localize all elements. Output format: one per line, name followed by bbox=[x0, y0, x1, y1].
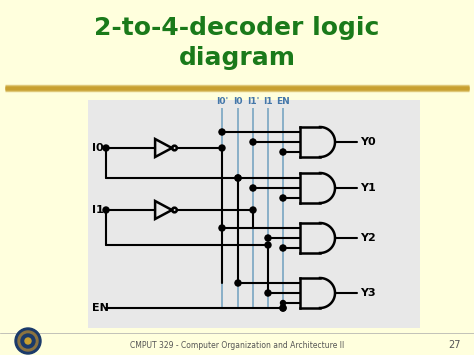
Text: CMPUT 329 - Computer Organization and Architecture II: CMPUT 329 - Computer Organization and Ar… bbox=[130, 340, 344, 350]
Circle shape bbox=[236, 175, 240, 180]
Circle shape bbox=[265, 235, 271, 241]
Circle shape bbox=[219, 129, 225, 135]
Circle shape bbox=[25, 338, 31, 344]
Circle shape bbox=[250, 185, 256, 191]
Circle shape bbox=[18, 331, 38, 351]
Circle shape bbox=[219, 145, 225, 151]
Bar bbox=[88, 100, 420, 328]
Text: Y2: Y2 bbox=[360, 233, 376, 243]
Circle shape bbox=[250, 140, 255, 144]
Circle shape bbox=[103, 145, 109, 151]
Text: I1: I1 bbox=[263, 97, 273, 106]
Circle shape bbox=[280, 195, 286, 201]
Circle shape bbox=[235, 175, 241, 181]
Circle shape bbox=[265, 290, 271, 295]
Circle shape bbox=[219, 130, 225, 135]
Circle shape bbox=[235, 280, 241, 286]
Text: EN: EN bbox=[92, 303, 109, 313]
Circle shape bbox=[15, 328, 41, 354]
Text: 27: 27 bbox=[449, 340, 461, 350]
Circle shape bbox=[280, 305, 286, 311]
Circle shape bbox=[280, 149, 286, 155]
Circle shape bbox=[281, 300, 285, 306]
Circle shape bbox=[281, 149, 285, 154]
Circle shape bbox=[236, 280, 240, 285]
Circle shape bbox=[265, 235, 271, 240]
Text: Y1: Y1 bbox=[360, 183, 376, 193]
Text: I0: I0 bbox=[92, 143, 104, 153]
Text: 2-to-4-decoder logic: 2-to-4-decoder logic bbox=[94, 16, 380, 40]
Circle shape bbox=[281, 246, 285, 251]
Text: EN: EN bbox=[276, 97, 290, 106]
Text: Y3: Y3 bbox=[360, 288, 375, 298]
Circle shape bbox=[250, 139, 256, 145]
Text: I0: I0 bbox=[233, 97, 243, 106]
Circle shape bbox=[280, 245, 286, 251]
Text: diagram: diagram bbox=[179, 46, 295, 70]
Circle shape bbox=[281, 196, 285, 201]
Text: I1': I1' bbox=[247, 97, 259, 106]
Circle shape bbox=[280, 305, 286, 311]
Circle shape bbox=[250, 207, 256, 213]
Circle shape bbox=[219, 225, 225, 230]
Circle shape bbox=[21, 334, 35, 348]
Text: I0': I0' bbox=[216, 97, 228, 106]
Text: Y0: Y0 bbox=[360, 137, 375, 147]
Circle shape bbox=[265, 242, 271, 248]
Circle shape bbox=[235, 175, 241, 181]
Text: I1: I1 bbox=[92, 205, 104, 215]
Circle shape bbox=[219, 225, 225, 231]
Circle shape bbox=[103, 207, 109, 213]
Circle shape bbox=[265, 290, 271, 296]
Circle shape bbox=[250, 186, 255, 191]
